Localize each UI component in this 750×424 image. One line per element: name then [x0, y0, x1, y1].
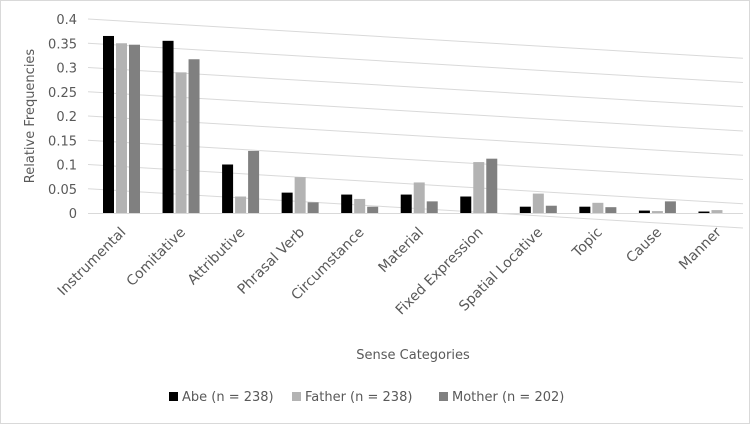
bar-abe-6	[460, 196, 472, 213]
legend-label: Abe (n = 238)	[182, 390, 274, 405]
bar-mother-6	[486, 158, 498, 213]
x-category-label: Comitative	[124, 225, 189, 290]
bar-mother-1	[188, 59, 200, 213]
legend: Abe (n = 238) Father (n = 238) Mother (n =…	[169, 390, 564, 405]
bar-abe-2	[222, 164, 234, 213]
bar-mother-0	[129, 44, 140, 213]
bar-mother-5	[426, 201, 438, 213]
y-tick-label: 0.05	[48, 183, 77, 198]
bar-abe-9	[638, 210, 650, 213]
y-tick-label: 0.4	[56, 13, 77, 28]
legend-swatch	[292, 392, 301, 401]
bar-father-6	[473, 162, 485, 213]
x-category-labels: InstrumentalComitativeAttributivePhrasal…	[55, 224, 725, 318]
x-category-label: Cause	[623, 225, 665, 267]
bar-abe-3	[281, 192, 293, 213]
legend-label: Father (n = 238)	[305, 390, 412, 405]
x-category-label: Material	[376, 225, 428, 277]
bar-father-4	[354, 198, 366, 213]
gridline	[87, 42, 744, 84]
legend-label: Mother (n = 202)	[452, 390, 564, 405]
x-axis-title: Sense Categories	[356, 348, 470, 363]
y-tick-label: 0.35	[48, 37, 77, 52]
bar-abe-4	[341, 194, 353, 213]
y-tick-labels: 0 0.05 0.1 0.15 0.2 0.25 0.3 0.35 0.4	[48, 13, 77, 222]
x-category-label: Attributive	[185, 225, 249, 289]
bar-father-5	[413, 182, 425, 213]
bar-father-9	[651, 211, 663, 213]
x-category-label: Instrumental	[55, 225, 130, 300]
bar-father-3	[294, 177, 306, 213]
bar-series	[103, 35, 723, 214]
y-tick-label: 0.3	[56, 62, 77, 77]
bar-abe-7	[519, 206, 531, 213]
bar-mother-7	[545, 205, 557, 213]
bar-father-8	[592, 202, 604, 213]
bar-mother-4	[367, 206, 379, 213]
bar-father-7	[532, 193, 544, 213]
y-tick-label: 0.25	[48, 86, 77, 101]
bar-mother-8	[605, 207, 617, 213]
bar-mother-2	[248, 150, 260, 213]
y-tick-label: 0.15	[48, 134, 77, 149]
y-tick-label: 0	[69, 207, 77, 222]
bar-father-1	[175, 72, 187, 213]
bar-abe-10	[698, 211, 710, 213]
bar-abe-5	[400, 194, 412, 213]
y-tick-label: 0.1	[56, 159, 77, 174]
y-tick-label: 0.2	[56, 110, 77, 125]
y-axis-title: Relative Frequencies	[23, 49, 38, 184]
x-category-label: Topic	[569, 225, 606, 262]
legend-swatch	[169, 392, 178, 401]
bar-abe-0	[103, 35, 114, 213]
x-category-label: Manner	[676, 224, 725, 273]
legend-swatch	[439, 392, 448, 401]
bar-father-0	[116, 43, 127, 213]
gridline	[87, 18, 744, 59]
bar-mother-9	[664, 201, 676, 213]
bar-father-10	[711, 210, 723, 213]
bar-abe-1	[162, 40, 174, 214]
bar-abe-8	[579, 206, 591, 213]
bar-mother-3	[307, 202, 319, 213]
bar-father-2	[235, 196, 247, 213]
